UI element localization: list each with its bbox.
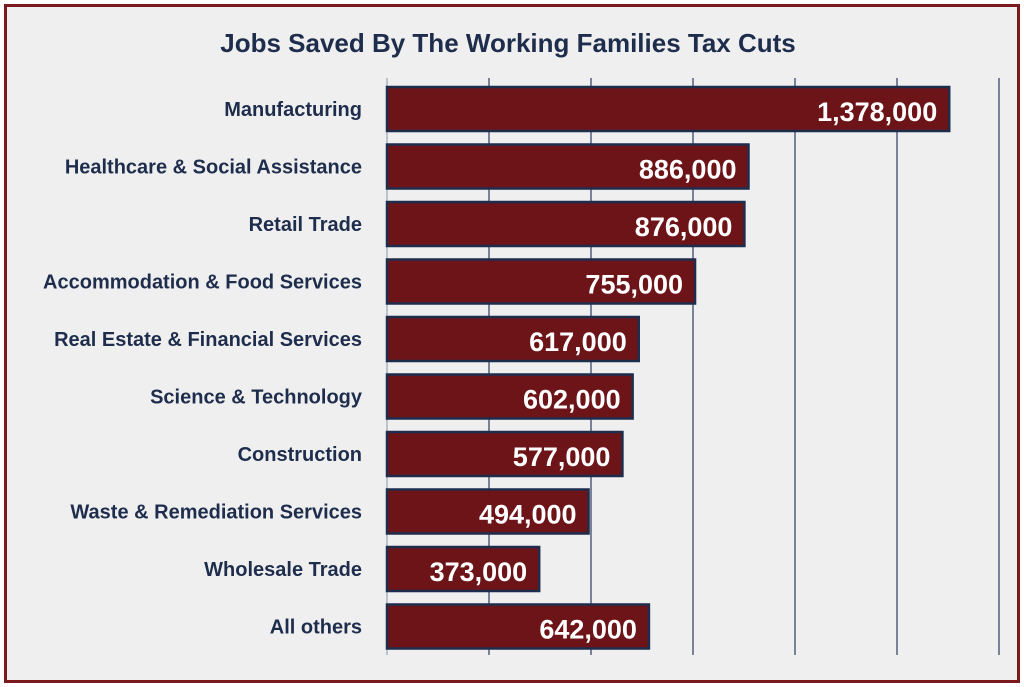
data-label: 373,000 [430, 557, 528, 587]
bar [385, 200, 746, 248]
data-label: 876,000 [635, 212, 733, 242]
bar [385, 143, 750, 190]
category-label: Accommodation & Food Services [43, 272, 362, 294]
bar [385, 603, 651, 650]
data-label: 886,000 [639, 155, 737, 185]
category-label: Wholesale Trade [204, 559, 362, 581]
data-label: 577,000 [513, 442, 611, 472]
category-label: Waste & Remediation Services [70, 502, 362, 524]
category-label: Manufacturing [224, 99, 362, 121]
data-label: 755,000 [585, 270, 683, 300]
bar [385, 430, 624, 478]
category-label: Science & Technology [150, 387, 363, 409]
chart-title: Jobs Saved By The Working Families Tax C… [220, 28, 796, 58]
bar [385, 545, 541, 593]
data-label: 602,000 [523, 385, 621, 415]
category-label: Healthcare & Social Assistance [65, 157, 362, 179]
bar [385, 488, 590, 535]
bar [385, 85, 951, 133]
bar [385, 258, 697, 305]
bar [385, 315, 640, 363]
data-label: 642,000 [539, 615, 637, 645]
bar [385, 373, 634, 420]
data-label: 494,000 [479, 500, 577, 530]
category-label: Construction [238, 444, 362, 466]
data-label: 617,000 [529, 327, 627, 357]
data-label: 1,378,000 [817, 97, 937, 127]
category-label: All others [270, 617, 362, 639]
category-label: Real Estate & Financial Services [54, 329, 362, 351]
category-label: Retail Trade [249, 214, 362, 236]
